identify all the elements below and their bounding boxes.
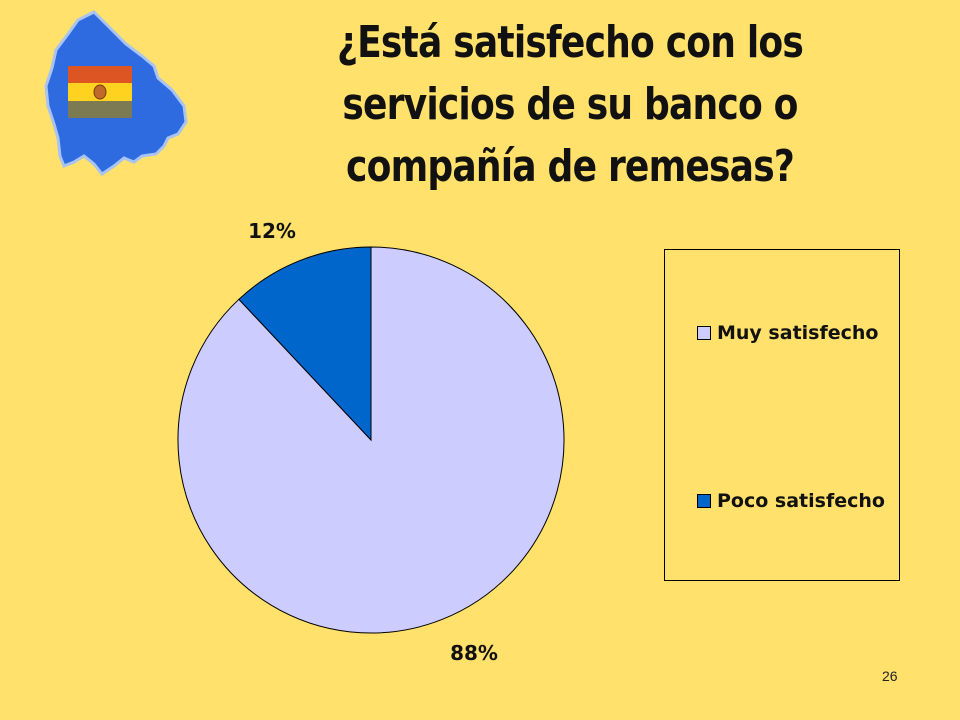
legend-label: Muy satisfecho [717,322,879,344]
flag-stripe-red [68,66,132,83]
legend-item-poco-satisfecho: Poco satisfecho [697,490,885,512]
legend-swatch-poco-satisfecho [697,494,711,508]
flag-stripe-green [68,101,132,118]
legend-swatch-muy-satisfecho [697,326,711,340]
chart-legend: Muy satisfecho Poco satisfecho [664,249,900,581]
pie-label-poco-satisfecho: 12% [248,219,296,243]
legend-item-muy-satisfecho: Muy satisfecho [697,322,878,344]
bolivia-map-flag-icon [44,10,188,177]
slide-title: ¿Está satisfecho con los servicios de su… [336,17,804,192]
flag-emblem-icon [93,84,107,100]
legend-label: Poco satisfecho [717,490,885,512]
pie-label-muy-satisfecho: 88% [450,641,498,665]
pie-slices [177,246,565,634]
pie-slice-poco-satisfecho [238,246,372,442]
slide-number: 26 [882,668,898,684]
